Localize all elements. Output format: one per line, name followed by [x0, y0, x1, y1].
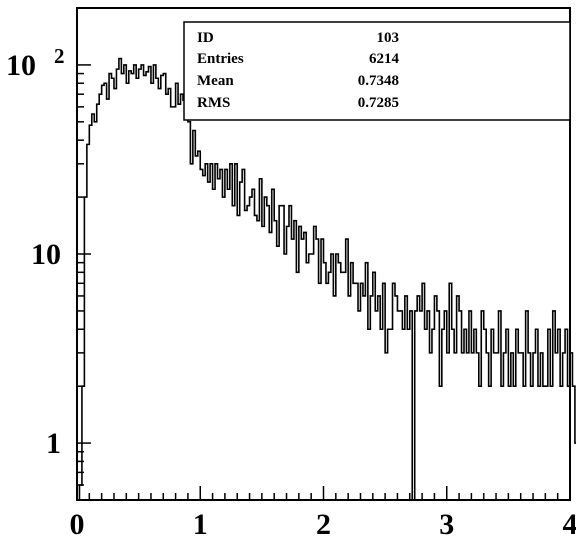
x-tick-label: 0	[70, 508, 85, 540]
stats-label-mean: Mean	[197, 73, 234, 89]
stats-label-rms: RMS	[197, 95, 230, 111]
histogram-step-line	[77, 57, 576, 501]
stats-value-mean: 0.7348	[358, 73, 399, 89]
stats-box: ID 103 Entries 6214 Mean 0.7348 RMS 0.72…	[183, 21, 571, 121]
stats-value-id: 103	[377, 30, 400, 46]
x-tick-label: 4	[563, 508, 576, 540]
y-tick-label-exponent: 2	[54, 44, 65, 68]
x-tick-label: 1	[193, 508, 208, 540]
y-tick-label: 10	[31, 238, 61, 271]
y-tick-label: 1	[46, 427, 61, 460]
stats-label-id: ID	[197, 30, 214, 46]
stats-value-entries: 6214	[369, 51, 400, 67]
y-axis-tick-labels: 1 10 10 2	[6, 44, 65, 460]
x-tick-label: 3	[439, 508, 454, 540]
stats-value-rms: 0.7285	[358, 95, 399, 111]
y-axis-ticks	[77, 7, 91, 501]
stats-box-frame	[183, 21, 571, 121]
histogram-series	[77, 57, 576, 501]
y-tick-label: 10	[6, 49, 36, 82]
x-tick-label: 2	[316, 508, 331, 540]
stats-label-entries: Entries	[197, 51, 244, 67]
x-axis-ticks	[76, 486, 571, 500]
x-axis-tick-labels: 0 1 2 3 4	[70, 508, 576, 540]
